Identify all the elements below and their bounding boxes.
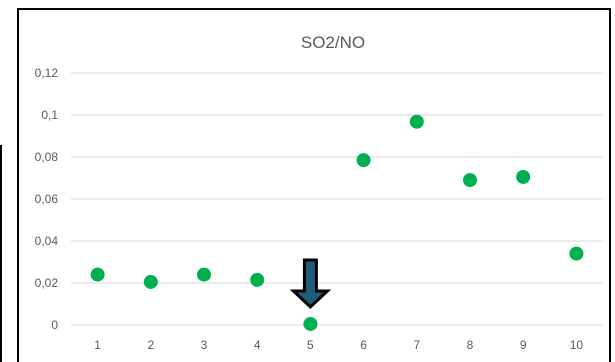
data-point [516, 169, 531, 184]
data-points [90, 114, 584, 331]
left-edge-line [0, 145, 2, 362]
x-tick-label: 7 [413, 338, 420, 352]
x-tick-labels: 1 2 3 4 5 6 7 8 9 10 [94, 338, 583, 352]
data-point [409, 114, 424, 129]
data-point [569, 246, 584, 261]
x-tick-label: 1 [94, 338, 101, 352]
chart-title: SO2/NO [301, 33, 365, 52]
x-tick-label: 6 [360, 338, 367, 352]
data-point [303, 316, 318, 331]
annotation-layer [289, 258, 332, 310]
data-point [356, 153, 371, 168]
y-tick-label: 0,04 [35, 234, 59, 248]
x-tick-label: 2 [147, 338, 154, 352]
data-point [143, 274, 158, 289]
y-tick-label: 0 [51, 318, 58, 332]
y-tick-label: 0,02 [35, 276, 59, 290]
x-tick-label: 5 [307, 338, 314, 352]
y-tick-label: 0,06 [35, 192, 59, 206]
y-tick-label: 0,08 [35, 150, 59, 164]
gridlines [71, 72, 603, 326]
x-tick-label: 4 [254, 338, 261, 352]
data-point [197, 267, 211, 282]
data-point [463, 173, 477, 188]
x-tick-label: 10 [570, 338, 584, 352]
data-point [90, 267, 105, 282]
down-arrow-annotation [289, 258, 332, 310]
x-tick-label: 9 [520, 338, 527, 352]
y-tick-label: 0,1 [41, 108, 58, 122]
x-tick-label: 8 [467, 338, 474, 352]
y-tick-labels: 0 0,02 0,04 0,06 0,08 0,1 0,12 [35, 66, 59, 332]
x-tick-label: 3 [201, 338, 208, 352]
data-point [250, 272, 265, 287]
y-tick-label: 0,12 [35, 66, 59, 80]
